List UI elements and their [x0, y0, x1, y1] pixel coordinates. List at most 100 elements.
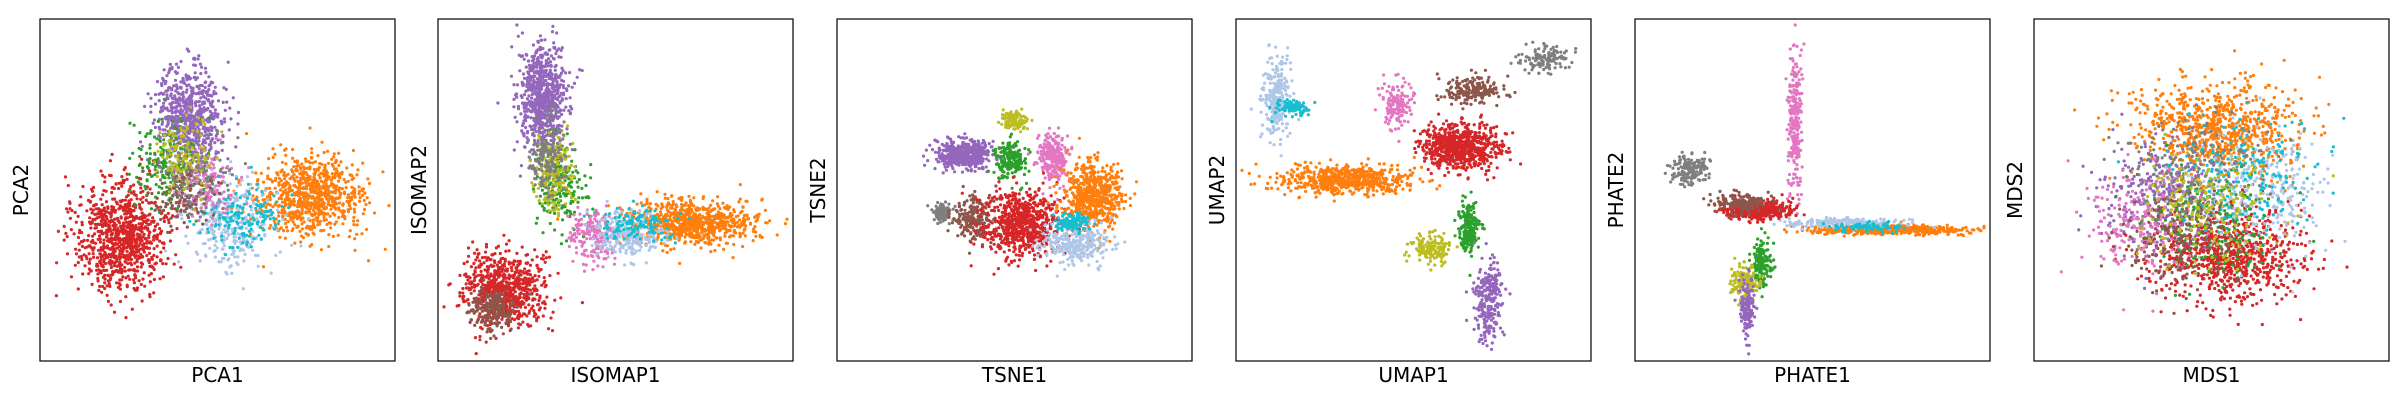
scatter-point [115, 259, 119, 263]
scatter-point [301, 193, 305, 197]
scatter-point [313, 199, 317, 203]
scatter-point [523, 289, 527, 293]
scatter-point [520, 300, 524, 304]
scatter-point [275, 171, 279, 175]
scatter-point [111, 270, 115, 274]
scatter-point [717, 243, 721, 247]
scatter-point [553, 298, 557, 302]
scatter-point [148, 212, 152, 216]
scatter-point [156, 222, 160, 226]
scatter-point [158, 135, 162, 140]
scatter-point [158, 127, 162, 131]
scatter-point [550, 329, 555, 333]
scatter-point [101, 193, 105, 197]
scatter-point [347, 203, 351, 208]
scatter-point [222, 190, 226, 194]
scatter-point [216, 129, 220, 133]
scatter-point [292, 199, 296, 203]
scatter-point [143, 104, 147, 108]
scatter-point [318, 176, 322, 180]
scatter-point [119, 181, 123, 185]
scatter-point [160, 186, 164, 190]
scatter-point [346, 196, 350, 200]
scatter-point [498, 270, 502, 274]
scatter-point [182, 203, 186, 208]
scatter-point [161, 200, 165, 204]
scatter-point [135, 197, 139, 201]
scatter-point [265, 214, 269, 218]
scatter-point [230, 210, 234, 214]
scatter-point [109, 265, 113, 270]
scatter-point [117, 281, 121, 286]
scatter-point [124, 240, 128, 244]
scatter-point [76, 260, 80, 265]
scatter-point [143, 184, 147, 188]
scatter-point [170, 204, 174, 208]
scatter-point [330, 162, 334, 166]
scatter-point [476, 282, 480, 286]
scatter-point [161, 192, 165, 196]
scatter-point [286, 229, 290, 233]
scatter-point [332, 200, 336, 204]
scatter-point [319, 204, 323, 208]
scatter-point [305, 173, 309, 177]
scatter-point [293, 193, 297, 197]
scatter-point [110, 232, 114, 236]
scatter-point [239, 211, 243, 215]
scatter-point [238, 196, 242, 200]
scatter-point [130, 228, 134, 232]
scatter-point [98, 237, 102, 241]
scatter-point [505, 304, 509, 309]
scatter-point [518, 287, 522, 291]
scatter-point [176, 151, 180, 155]
scatter-point [97, 234, 102, 238]
scatter-point [535, 255, 539, 259]
scatter-point [227, 226, 231, 230]
scatter-point [219, 119, 223, 123]
scatter-point [225, 183, 229, 187]
scatter-point [100, 209, 104, 213]
scatter-point [307, 217, 311, 221]
scatter-point [127, 201, 131, 205]
scatter-point [461, 291, 465, 295]
scatter-point [105, 268, 109, 272]
scatter-point [486, 310, 490, 314]
scatter-point [107, 282, 111, 286]
scatter-point [137, 202, 142, 206]
scatter-point [467, 303, 471, 307]
scatter-point [304, 210, 308, 214]
scatter-point [126, 205, 130, 210]
scatter-point [527, 269, 531, 273]
scatter-point [164, 161, 168, 165]
scatter-point [161, 92, 166, 96]
scatter-point [262, 180, 266, 184]
scatter-point [209, 80, 213, 84]
scatter-point [480, 263, 484, 267]
scatter-point [211, 191, 215, 195]
scatter-point [68, 216, 72, 220]
scatter-point [117, 245, 121, 249]
scatter-point [241, 248, 245, 252]
scatter-point [224, 197, 228, 202]
scatter-point [180, 191, 184, 195]
scatter-point [129, 263, 134, 267]
scatter-point [115, 232, 119, 236]
scatter-point [153, 93, 158, 97]
scatter-point [683, 241, 687, 245]
scatter-point [99, 169, 103, 173]
scatter-point [689, 240, 693, 244]
scatter-point [204, 157, 208, 161]
scatter-point [210, 157, 214, 161]
scatter-point [210, 208, 214, 212]
scatter-point [179, 126, 183, 130]
scatter-point [133, 255, 137, 259]
scatter-point [231, 96, 235, 100]
scatter-point [226, 157, 230, 161]
scatter-point [241, 216, 245, 221]
scatter-point [185, 88, 189, 92]
scatter-point [168, 161, 173, 165]
scatter-point [144, 225, 148, 229]
scatter-point [120, 184, 124, 188]
scatter-point [746, 217, 751, 221]
scatter-point [507, 273, 511, 277]
